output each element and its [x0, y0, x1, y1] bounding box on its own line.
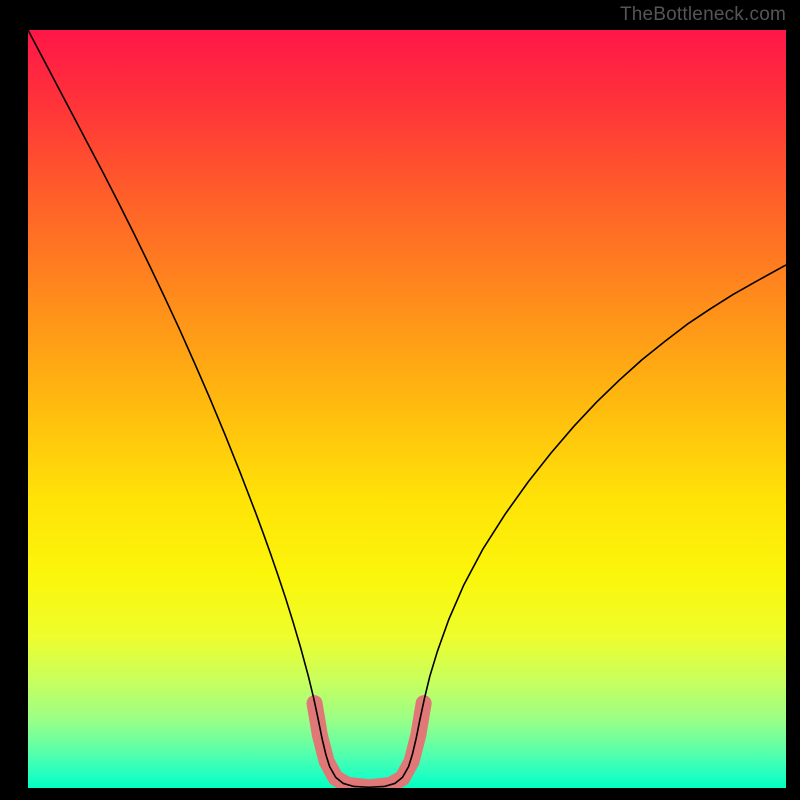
bottleneck-curve: [28, 30, 786, 787]
plot-area: [28, 30, 786, 788]
frame-bottom: [0, 788, 800, 800]
frame-left: [0, 0, 28, 800]
frame-right: [786, 0, 800, 800]
chart-overlay: [28, 30, 786, 788]
watermark-text: TheBottleneck.com: [620, 4, 786, 26]
valley-highlight: [315, 703, 424, 787]
